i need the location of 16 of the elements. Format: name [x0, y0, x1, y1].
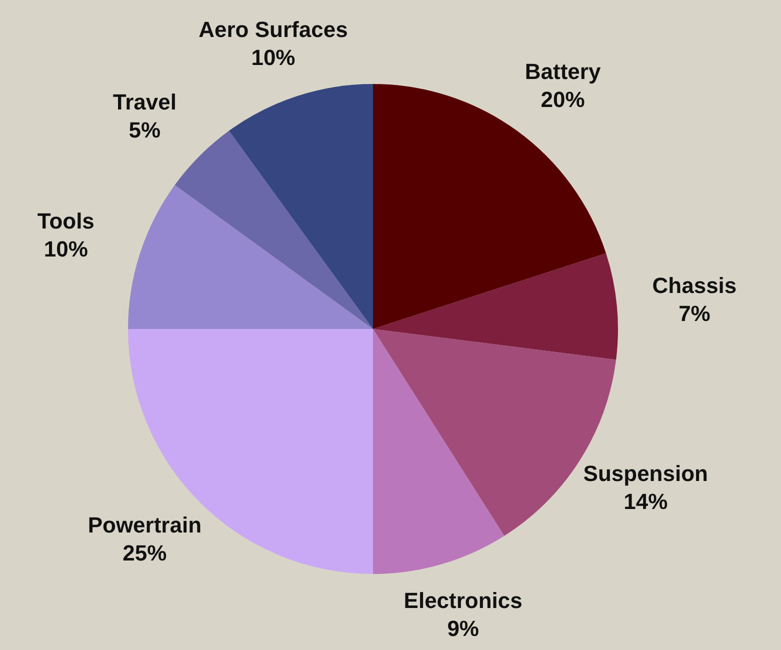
slice-label: Powertrain: [88, 512, 202, 538]
slice-label: Travel: [112, 90, 176, 115]
slice-label: Tools: [37, 208, 94, 234]
data-label: 20%: [540, 87, 585, 112]
data-label: 10%: [44, 236, 88, 262]
data-label: 10%: [251, 44, 296, 70]
slice-label: Aero Surfaces: [198, 16, 348, 42]
data-label: 9%: [447, 616, 479, 642]
slice-label: Suspension: [583, 461, 708, 486]
slice-label: Chassis: [652, 272, 737, 298]
slice-label: Electronics: [404, 588, 522, 614]
slice-label: Battery: [524, 59, 602, 84]
data-label: 25%: [122, 540, 167, 566]
data-label: 7%: [678, 300, 710, 326]
data-label: 14%: [624, 489, 668, 514]
data-label: 5%: [128, 118, 161, 143]
